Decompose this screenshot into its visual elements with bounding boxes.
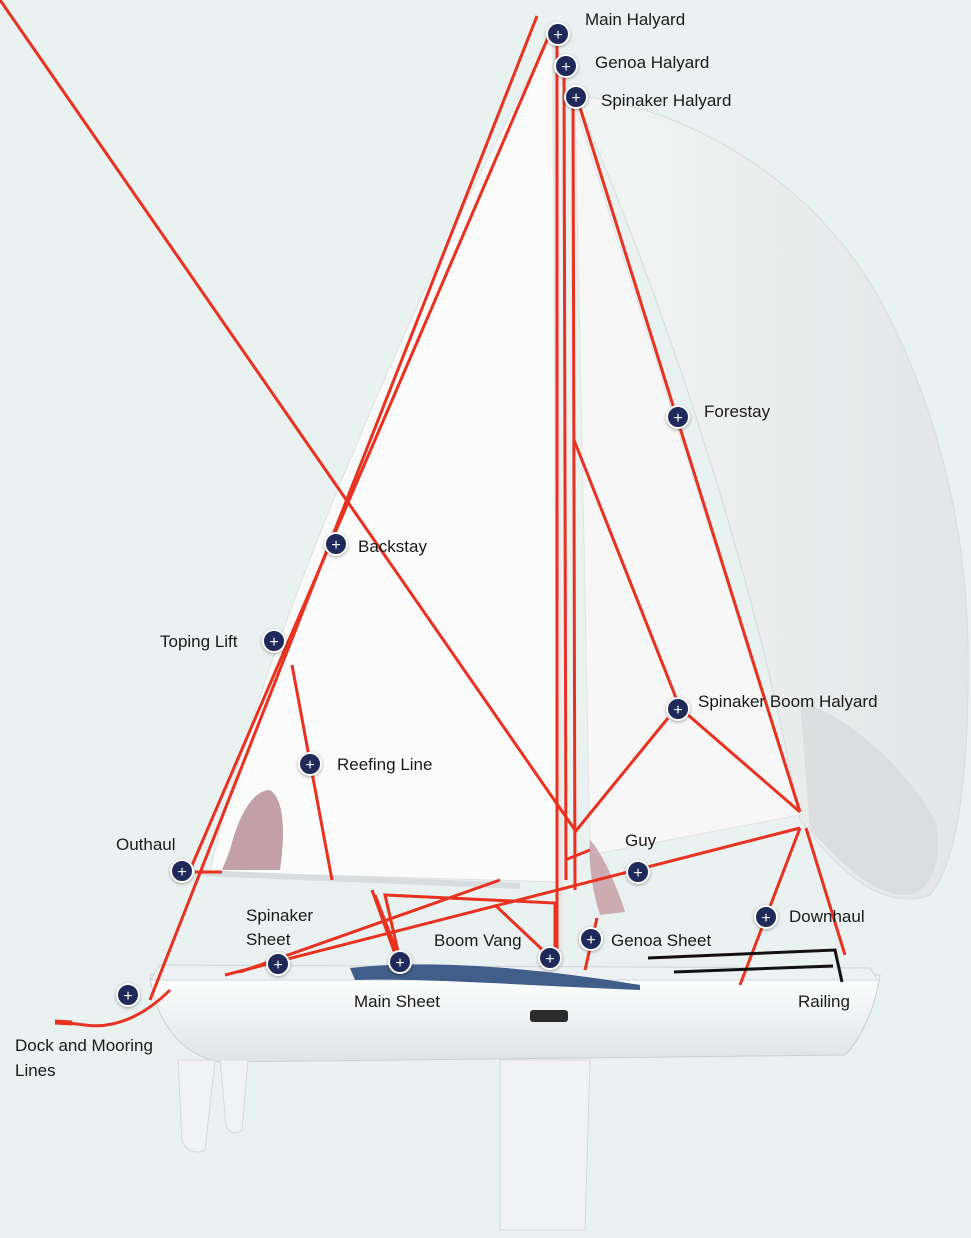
label-spinaker-sheet-2[interactable]: Sheet [246, 930, 291, 949]
boom [199, 870, 521, 889]
hotspot-backstay[interactable]: + [324, 532, 348, 556]
hotspot-spinaker-sheet[interactable]: + [266, 952, 290, 976]
label-genoa-sheet[interactable]: Genoa Sheet [611, 931, 712, 950]
label-dock-mooring[interactable]: Dock and Mooring Lines [15, 1036, 153, 1080]
hotspot-guy[interactable]: + [626, 860, 650, 884]
dock-mooring-line [59, 988, 172, 1028]
hotspot-reefing-line[interactable]: + [298, 752, 322, 776]
label-main-halyard[interactable]: Main Halyard [585, 10, 686, 29]
cockpit-window [350, 964, 640, 990]
label-boom-vang[interactable]: Boom Vang [434, 931, 522, 950]
main-sheet-line-2 [370, 889, 400, 963]
rigging-lines [0, 0, 847, 1028]
mainsail-foot-shade [222, 790, 283, 870]
spinnaker-shadow [800, 700, 939, 895]
hotspot-boom-vang[interactable]: + [538, 946, 562, 970]
hotspot-main-halyard[interactable]: + [546, 22, 570, 46]
label-genoa-halyard[interactable]: Genoa Halyard [595, 53, 710, 72]
main-sheet-line [373, 893, 557, 961]
label-forestay[interactable]: Forestay [704, 402, 771, 421]
label-spinaker-halyard[interactable]: Spinaker Halyard [601, 91, 732, 110]
rudder-1 [177, 1059, 216, 1153]
hotspot-main-sheet[interactable]: + [388, 950, 412, 974]
hull-port [530, 1010, 568, 1022]
hotspot-outhaul[interactable]: + [170, 859, 194, 883]
label-downhaul[interactable]: Downhaul [789, 907, 865, 926]
label-reefing-line[interactable]: Reefing Line [337, 755, 433, 774]
genoa-halyard-line [562, 64, 568, 881]
spinnaker-sail [574, 94, 969, 900]
rudder-2 [219, 1059, 249, 1134]
keel [499, 1059, 591, 1231]
hull [149, 974, 881, 1063]
label-spinaker-sheet-1[interactable]: Spinaker [246, 906, 314, 925]
hotspot-spinaker-halyard[interactable]: + [564, 85, 588, 109]
hotspot-toping-lift[interactable]: + [262, 629, 286, 653]
hotspot-forestay[interactable]: + [666, 405, 690, 429]
label-railing[interactable]: Railing [798, 992, 850, 1011]
hotspot-spinaker-boom-halyard[interactable]: + [666, 697, 690, 721]
label-main-sheet[interactable]: Main Sheet [354, 992, 440, 1011]
label-spinaker-boom-halyard[interactable]: Spinaker Boom Halyard [698, 692, 878, 711]
spinaker-halyard-line [571, 94, 577, 891]
hotspot-dock-mooring[interactable]: + [116, 983, 140, 1007]
toping-lift-line [188, 25, 555, 871]
guy-link-line [564, 848, 591, 862]
hotspot-downhaul[interactable]: + [754, 905, 778, 929]
boom-vang-line [493, 903, 550, 957]
label-guy[interactable]: Guy [625, 831, 657, 850]
backstay-line [148, 15, 539, 1001]
downhaul-line-2 [804, 827, 847, 956]
label-backstay[interactable]: Backstay [358, 537, 427, 556]
spinaker-boom-to-mast [573, 717, 670, 833]
spinaker-boom-line [0, 0, 577, 831]
genoa-sail [574, 104, 801, 856]
forestay-line [575, 97, 802, 813]
hotspot-genoa-sheet[interactable]: + [579, 927, 603, 951]
label-toping-lift[interactable]: Toping Lift [160, 632, 238, 651]
dock-mooring-end [54, 1019, 73, 1026]
label-outhaul[interactable]: Outhaul [116, 835, 176, 854]
railing-lines [647, 948, 844, 983]
hotspot-genoa-halyard[interactable]: + [554, 54, 578, 78]
